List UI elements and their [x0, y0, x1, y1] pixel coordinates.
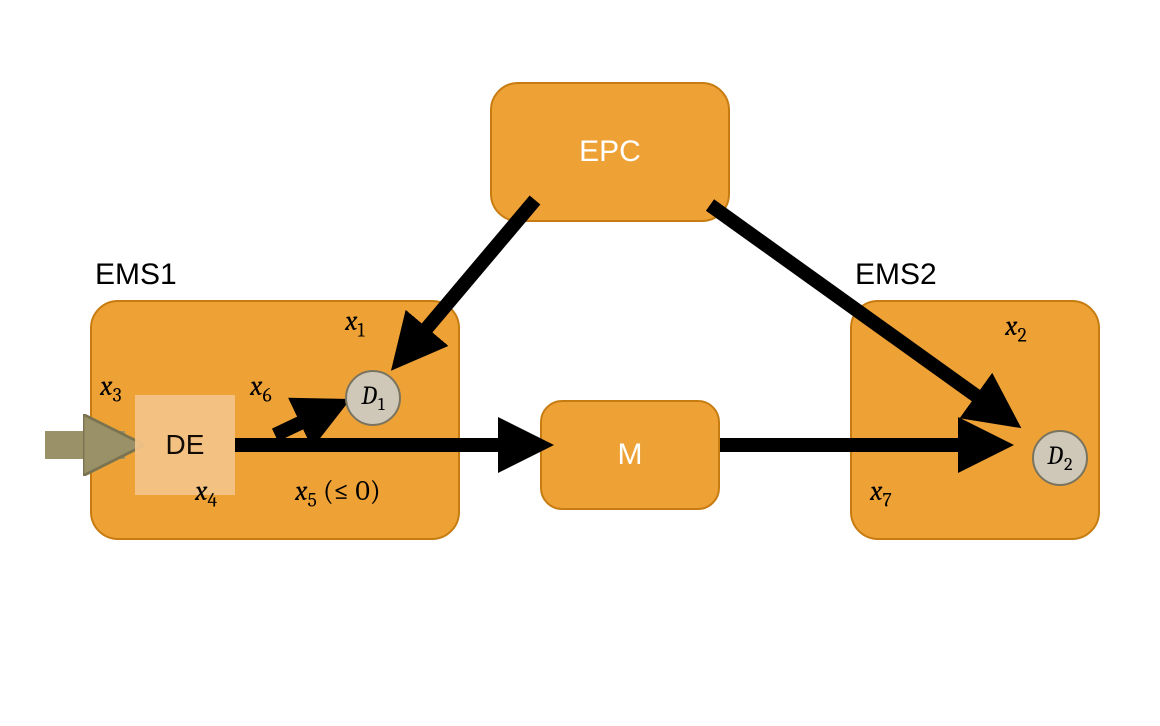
x4-label: x4: [195, 475, 217, 512]
diagram-canvas: EPC M DE D1 D2 EMS1 EMS2 x1 x2 x3 x4 x5 …: [0, 0, 1160, 726]
d2-label: D2: [1047, 441, 1072, 475]
d1-node: D1: [345, 370, 401, 426]
x6-label: x6: [250, 370, 272, 407]
ems2-title: EMS2: [855, 258, 937, 292]
d2-node: D2: [1032, 430, 1088, 486]
x5-label: x5 (≤ 0): [295, 475, 381, 512]
m-box: M: [540, 400, 720, 510]
ems1-title: EMS1: [95, 258, 177, 292]
d1-label: D1: [361, 381, 384, 415]
m-label: M: [618, 438, 643, 472]
epc-label: EPC: [579, 135, 641, 169]
x1-label: x1: [345, 305, 365, 342]
epc-box: EPC: [490, 82, 730, 222]
x3-label: x3: [100, 370, 122, 407]
de-label: DE: [166, 429, 205, 461]
x7-label: x7: [870, 475, 892, 512]
x2-label: x2: [1005, 310, 1027, 347]
de-box: DE: [135, 395, 235, 495]
